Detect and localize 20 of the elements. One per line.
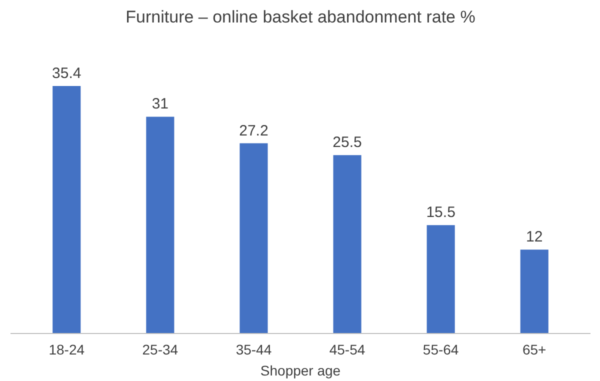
chart-title: Furniture – online basket abandonment rate % — [126, 8, 476, 26]
bar — [146, 116, 174, 334]
bar — [426, 225, 455, 334]
bar — [52, 86, 81, 334]
x-tick-label: 65+ — [522, 342, 546, 358]
x-tick-label: 18-24 — [48, 342, 85, 358]
x-axis-title: Shopper age — [260, 362, 341, 378]
data-label: 25.5 — [332, 134, 362, 152]
bar — [520, 250, 548, 334]
data-label: 31 — [152, 96, 169, 113]
x-tick-label: 35-44 — [236, 342, 272, 358]
data-label: 15.5 — [426, 204, 456, 222]
data-label: 12 — [526, 228, 543, 246]
x-tick-label: 45-54 — [329, 342, 366, 358]
data-label: 27.2 — [239, 122, 268, 140]
bar — [333, 155, 362, 334]
bar — [240, 143, 268, 334]
x-tick-label: 25-34 — [142, 342, 178, 358]
x-tick-label: 55-64 — [422, 342, 459, 358]
data-label: 35.4 — [52, 64, 82, 82]
